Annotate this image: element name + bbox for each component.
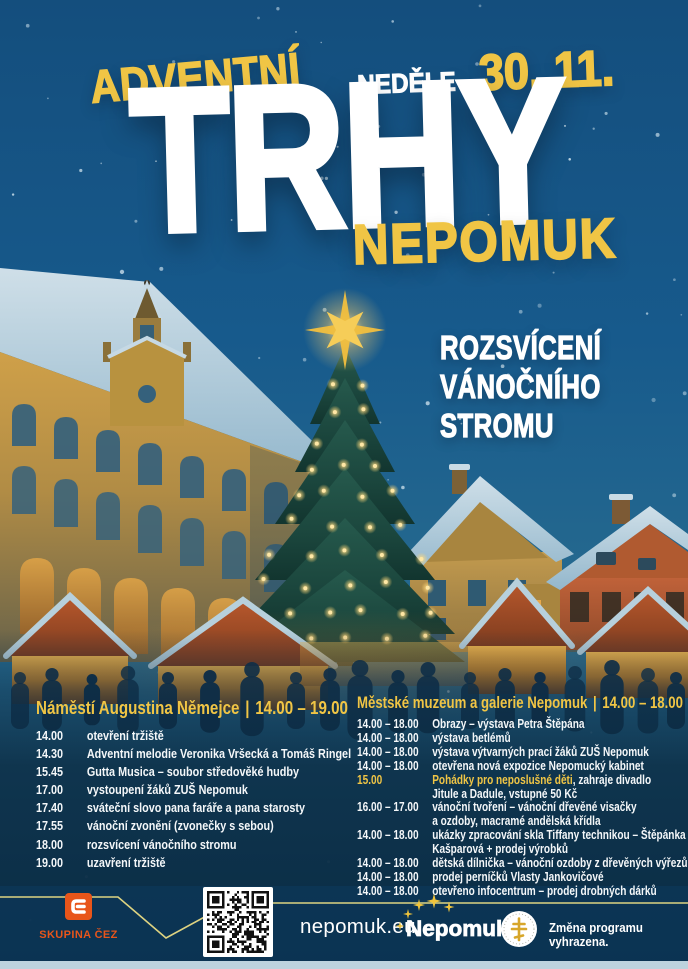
schedule-row: 14.00 – 18.00 výstava výtvarných prací žá… xyxy=(357,744,688,760)
schedule-desc: prodej perníčků Vlasty Jankovičové xyxy=(432,869,604,884)
schedule-desc-accent: Pohádky pro neposlušné děti xyxy=(432,772,573,787)
footer-divider-line xyxy=(0,896,688,939)
footer-band xyxy=(0,886,688,962)
schedule-desc: Adventní melodie Veronika Vršecká a Tomá… xyxy=(86,746,352,762)
schedule-row: 17.00 vystoupení žáků ZUŠ Nepomuk xyxy=(36,781,364,799)
schedule-time: 14.00 – 18.00 xyxy=(357,758,419,773)
schedule-museum: Městské muzeum a galerie Nepomuk | 14.00 –… xyxy=(357,694,688,899)
schedule-time: 17.00 xyxy=(36,782,64,798)
schedule-time: 14.00 – 18.00 xyxy=(357,869,419,884)
schedule-desc: ukázky zpracování skla Tiffany technikou… xyxy=(432,828,686,843)
schedule-row: 14.00 otevření tržiště xyxy=(36,727,364,745)
schedule-desc: vánoční zvonění (zvonečky s sebou) xyxy=(86,818,274,834)
schedule-row: 14.00 – 18.00 výstava betlémů xyxy=(357,730,688,746)
schedule-row: 14.00 – 18.00 dětská dílnička – vánoční o… xyxy=(357,856,688,871)
schedule-time: 14.00 – 18.00 xyxy=(357,717,419,731)
schedule-square: Náměstí Augustina Němejce | 14.00 – 19.00 … xyxy=(36,697,364,872)
schedule-desc: otevření tržiště xyxy=(86,728,164,743)
schedule-header: Městské muzeum a galerie Nepomuk | 14.00 –… xyxy=(357,694,683,712)
schedule-time: 14.30 xyxy=(36,746,64,762)
schedule-desc: otevřena nová expozice Nepomucký kabinet xyxy=(432,758,644,773)
schedule-desc: vystoupení žáků ZUŠ Nepomuk xyxy=(86,782,248,798)
schedule-desc-line2: Kašparová + prodej výrobků xyxy=(432,842,568,857)
qr-code xyxy=(203,887,273,957)
schedule-time: 14.00 xyxy=(36,728,64,743)
schedule-row: 15.45 Gutta Musica – soubor středověké hu… xyxy=(36,763,364,781)
schedule-time: 14.00 – 18.00 xyxy=(357,730,419,745)
schedule-desc: vánoční tvoření – vánoční dřevěné visačk… xyxy=(432,800,637,815)
schedule-desc: rozsvícení vánočního stromu xyxy=(86,836,237,852)
schedule-row: 18.00 rozsvícení vánočního stromu xyxy=(36,836,364,854)
bottom-strip xyxy=(0,961,688,969)
schedule-row: 14.00 – 18.00 Obrazy – výstava Petra Štěp… xyxy=(357,717,688,732)
schedule-time: 15.00 xyxy=(357,772,383,787)
highlight-line: ROZSVÍCENÍ xyxy=(440,328,602,366)
schedule-row: 15.00 Pohádky pro neposlušné děti, zahraj… xyxy=(357,772,688,802)
disclaimer-text: Změna programu vyhrazena. xyxy=(549,921,643,949)
schedule-desc: sváteční slovo pana faráře a pana staros… xyxy=(86,800,306,816)
schedule-row: 14.00 – 18.00 otevřeno infocentrum – prod… xyxy=(357,883,688,899)
schedule-time: 17.40 xyxy=(36,800,64,816)
city-logo-text: Nepomuk xyxy=(406,916,509,942)
schedule-time: 14.00 – 18.00 xyxy=(357,828,419,843)
parish-badge-icon xyxy=(501,911,537,947)
highlight-line: VÁNOČNÍHO xyxy=(440,367,601,405)
schedule-time: 18.00 xyxy=(36,836,64,852)
schedule-desc-line2: Jitule a Dadule, vstupné 50 Kč xyxy=(432,786,578,801)
schedule-row: 14.00 – 18.00 otevřena nová expozice Nepo… xyxy=(357,758,688,774)
subtitle-text: NEPOMUK xyxy=(351,205,619,277)
tree-star-icon xyxy=(305,290,385,370)
schedule-row: 17.55 vánoční zvonění (zvonečky s sebou) xyxy=(36,817,364,835)
cez-label: SKUPINA ČEZ xyxy=(39,929,118,941)
website-text: nepomuk.eu xyxy=(300,915,416,938)
schedule-time: 19.00 xyxy=(36,854,64,870)
schedule-desc: Obrazy – výstava Petra Štěpána xyxy=(432,717,585,731)
highlight-line: STROMU xyxy=(440,406,554,444)
cez-logo-icon xyxy=(65,893,92,920)
schedule-time: 17.55 xyxy=(36,818,64,834)
schedule-desc: otevřeno infocentrum – prodej drobných d… xyxy=(432,883,657,898)
schedule-time: 15.45 xyxy=(36,764,64,780)
schedule-desc: výstava betlémů xyxy=(432,730,511,745)
schedule-desc: uzavření tržiště xyxy=(86,854,166,870)
schedule-header: Náměstí Augustina Němejce | 14.00 – 19.00 xyxy=(36,697,348,718)
schedule-desc-line2: a ozdoby, macramé andělská křídla xyxy=(432,814,601,829)
schedule-desc: Gutta Musica – soubor středověké hudby xyxy=(86,764,299,780)
schedule-time: 14.00 – 18.00 xyxy=(357,856,419,871)
schedule-row: 14.00 – 18.00 ukázky zpracování skla Tiff… xyxy=(357,828,688,857)
schedule-row: 19.00 uzavření tržiště xyxy=(36,854,364,872)
schedule-desc: dětská dílnička – vánoční ozdoby z dřevě… xyxy=(432,856,688,871)
schedule-time: 14.00 – 18.00 xyxy=(357,883,419,898)
schedule-time: 16.00 – 17.00 xyxy=(357,800,419,815)
city-logo-stars-icon xyxy=(395,894,455,931)
schedule-time: 14.00 – 18.00 xyxy=(357,744,419,759)
city-logo: Nepomuk xyxy=(394,894,509,952)
schedule-desc: Pohádky pro neposlušné děti, zahraje div… xyxy=(432,772,652,787)
highlight-heading: ROZSVÍCENÍ VÁNOČNÍHO STROMU xyxy=(440,328,602,445)
schedule-row: 14.00 – 18.00 prodej perníčků Vlasty Jank… xyxy=(357,869,688,885)
cez-logo: SKUPINA ČEZ xyxy=(26,893,131,941)
town-hall-windows xyxy=(12,404,288,592)
schedule-row: 16.00 – 17.00 vánoční tvoření – vánoční d… xyxy=(357,801,688,829)
schedule-desc: výstava výtvarných prací žáků ZUŠ Nepomu… xyxy=(432,744,649,759)
schedule-row: 17.40 sváteční slovo pana faráře a pana s… xyxy=(36,799,364,817)
schedule-row: 14.30 Adventní melodie Veronika Vršecká a… xyxy=(36,745,364,763)
town-hall-tower xyxy=(103,279,191,426)
